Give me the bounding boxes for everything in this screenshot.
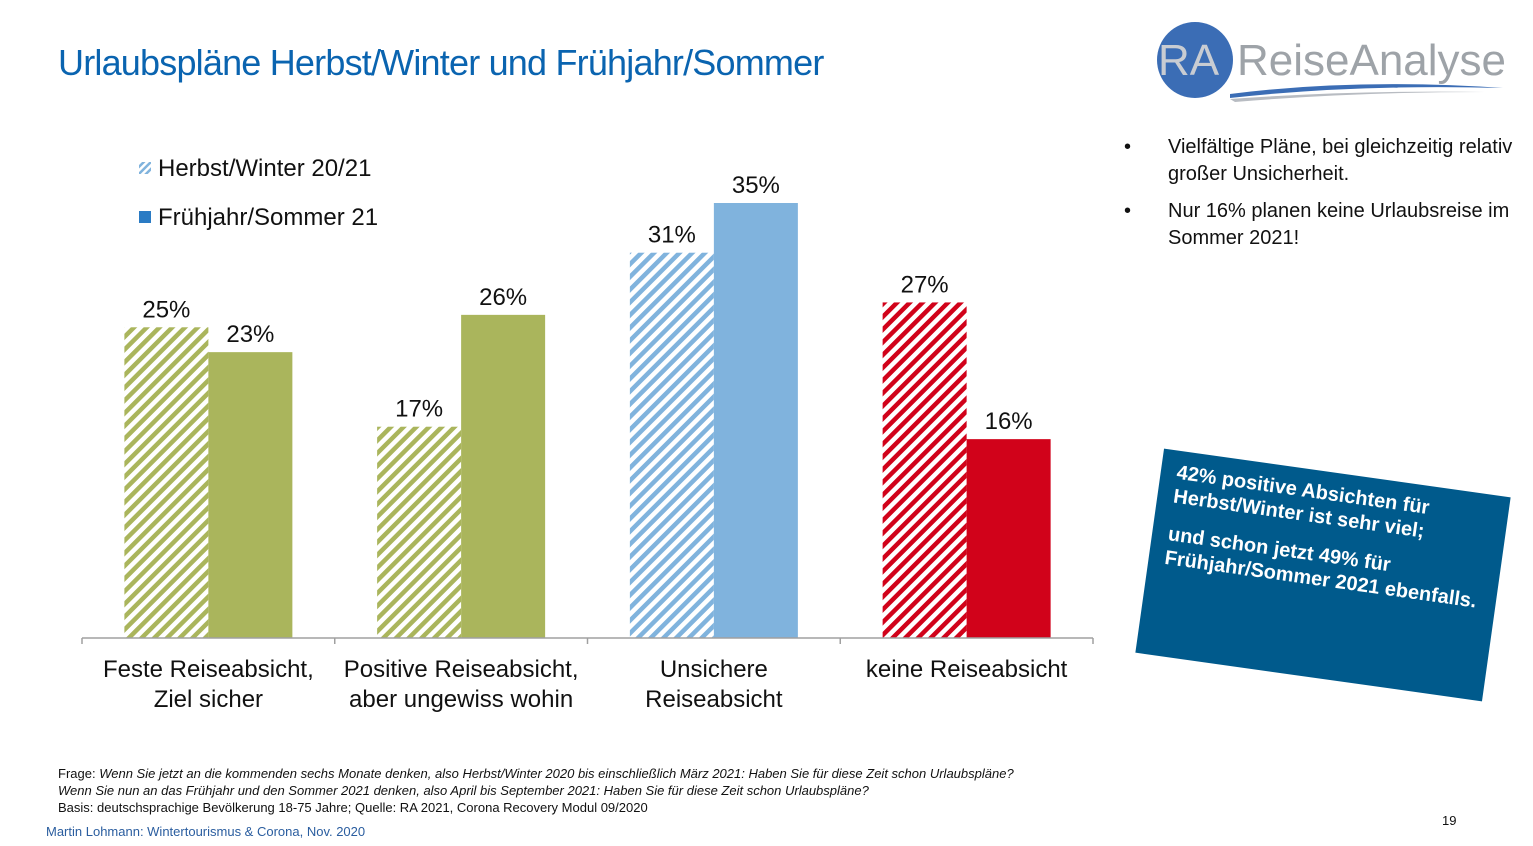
footnote: Frage: Wenn Sie jetzt an die kommenden s… <box>58 765 1014 816</box>
category-label: Unsichere <box>660 656 768 683</box>
legend-swatch <box>139 211 151 223</box>
data-label: 26% <box>479 284 527 311</box>
bar <box>377 426 462 638</box>
legend: Herbst/Winter 20/21 Frühjahr/Sommer 21 <box>139 155 378 231</box>
bullet-item: • Nur 16% planen keine Urlaubsreise im So… <box>1120 198 1520 252</box>
bar <box>208 352 293 638</box>
bullet-item: • Vielfältige Pläne, bei gleichzeitig rel… <box>1120 134 1520 188</box>
frage-1: Wenn Sie jetzt an die kommenden sechs Mo… <box>99 766 1014 781</box>
bar <box>966 439 1051 638</box>
frage-label: Frage: <box>58 766 96 781</box>
basis-text: Basis: deutschsprachige Bevölkerung 18-7… <box>58 800 648 815</box>
bar <box>461 314 546 638</box>
page-number: 19 <box>1442 813 1457 828</box>
bullet-text: Nur 16% planen keine Urlaubsreise im Som… <box>1168 200 1510 249</box>
bullet-list: • Vielfältige Pläne, bei gleichzeitig rel… <box>1120 134 1520 262</box>
category-label: aber ungewiss wohin <box>349 686 573 713</box>
data-label: 25% <box>142 296 190 323</box>
data-label: 16% <box>985 408 1033 435</box>
legend-label: Frühjahr/Sommer 21 <box>158 204 378 231</box>
category-label: Feste Reiseabsicht, <box>103 656 314 683</box>
category-label: keine Reiseabsicht <box>866 656 1068 683</box>
slide-title: Urlaubspläne Herbst/Winter und Frühjahr/… <box>58 42 824 83</box>
data-label: 35% <box>732 172 780 199</box>
data-label: 23% <box>226 321 274 348</box>
data-label: 27% <box>901 271 949 298</box>
reiseanalyse-logo: RA ReiseAnalyse <box>1157 22 1506 102</box>
data-label: 17% <box>395 396 443 423</box>
category-label: Positive Reiseabsicht, <box>344 656 579 683</box>
bar <box>713 203 798 638</box>
category-label: Reiseabsicht <box>645 686 783 713</box>
bar <box>124 327 209 638</box>
author-line: Martin Lohmann: Wintertourismus & Corona… <box>46 824 366 839</box>
bullet-dot: • <box>1124 200 1132 222</box>
legend-swatch <box>139 162 151 174</box>
bar <box>882 302 967 638</box>
bullet-dot: • <box>1124 136 1132 158</box>
svg-text:ReiseAnalyse: ReiseAnalyse <box>1237 36 1506 85</box>
bar <box>629 252 714 638</box>
legend-label: Herbst/Winter 20/21 <box>158 155 371 182</box>
bullet-text: Vielfältige Pläne, bei gleichzeitig rela… <box>1168 136 1513 185</box>
frage-2: Wenn Sie nun an das Frühjahr und den Som… <box>58 783 869 798</box>
data-label: 31% <box>648 222 696 249</box>
svg-text:RA: RA <box>1158 36 1220 85</box>
category-label: Ziel sicher <box>154 686 263 713</box>
